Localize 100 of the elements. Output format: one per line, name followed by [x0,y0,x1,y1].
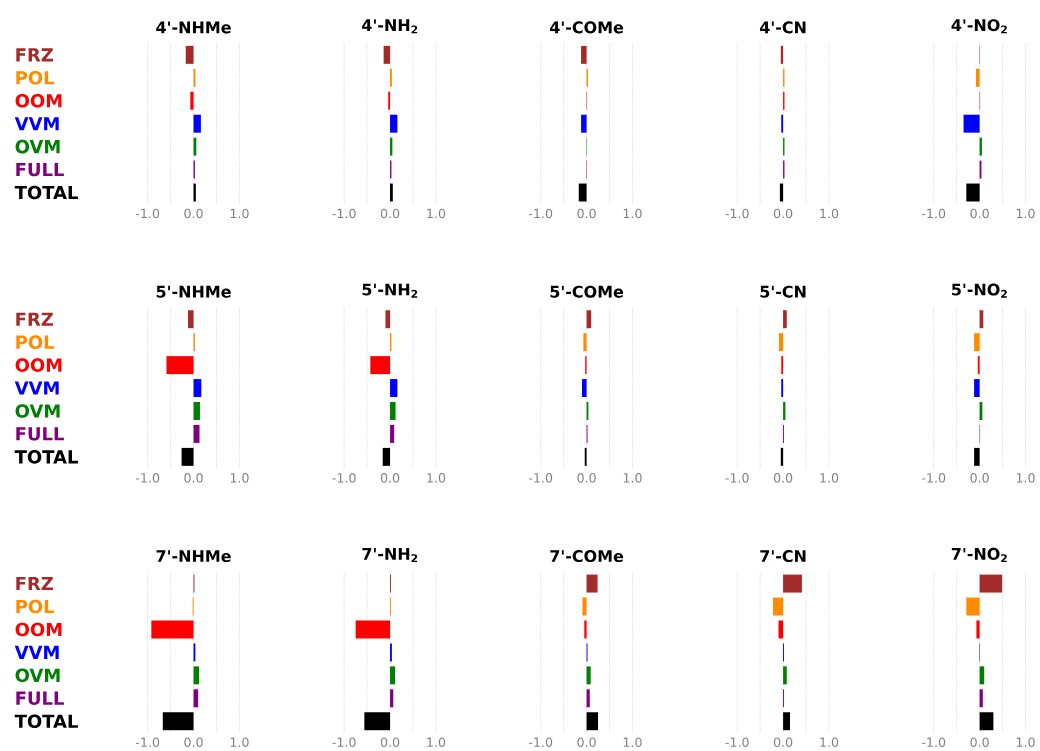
chart-title: 4'-NO$_{2}$ [951,18,1007,34]
y-tick-label: FRZ [16,48,53,62]
x-tick-label: 1.0 [1016,737,1035,747]
x-tick-label: 0.0 [773,472,793,483]
x-tick-label: 0.0 [184,737,203,747]
x-tick-label: 0.0 [970,737,989,747]
y-tick-label: FRZ [16,576,53,590]
chart-title: 7'-CN [760,549,806,562]
x-tick-label: 1.0 [1016,208,1035,219]
bar [193,424,200,443]
bar [979,689,983,708]
bar [370,355,391,374]
y-tick-label: FULL [16,691,64,705]
bar [586,689,590,708]
x-tick-label: -1.0 [528,737,553,747]
x-tick-label: 0.0 [380,472,400,483]
x-tick-label: 1.0 [230,472,249,483]
bar [390,183,393,202]
x-tick-label: -1.0 [922,208,946,219]
x-tick-label: 1.0 [623,208,642,219]
x-tick-label: -1.0 [332,208,356,219]
x-tick-label: 1.0 [1016,472,1035,483]
bar [390,424,395,443]
x-tick-label: -1.0 [135,208,160,219]
x-tick-label: -1.0 [332,737,356,747]
bar [586,712,599,731]
bar [193,378,202,397]
x-tick-label: 0.0 [970,208,989,219]
y-tick-label: OVM [15,404,60,418]
bar [181,447,194,466]
bar [185,45,194,64]
chart-title: 7'-NHMe [156,550,231,562]
chart-title: 5'-NHMe [156,285,231,298]
bar [976,620,980,639]
x-tick-label: -1.0 [922,737,946,747]
y-tick-label: FULL [16,427,64,441]
x-tick-label: 1.0 [427,208,446,219]
y-tick-label: OVM [15,668,60,682]
y-tick-label: TOTAL [14,185,78,200]
bar [783,574,802,593]
y-tick-label: FRZ [16,312,53,326]
y-tick-label: TOTAL [14,714,78,728]
bar [586,574,598,593]
x-tick-label: -1.0 [922,472,946,483]
y-tick-label: FULL [16,162,64,177]
bar [586,666,591,685]
chart-title: 7'-COMe [550,549,624,562]
bar [166,355,194,374]
bar [390,378,398,397]
bar [383,45,391,64]
y-tick-label: OOM [15,358,62,372]
x-tick-label: -1.0 [528,208,553,219]
x-tick-label: 1.0 [820,737,839,747]
bar [390,401,396,420]
y-tick-label: POL [16,599,55,614]
chart-title: 7'-NO$_{2}$ [951,547,1007,562]
chart-title: 4'-CN [759,21,806,34]
bar [193,401,200,420]
x-tick-label: 1.0 [820,472,839,483]
chart-title: 4'-COMe [549,21,624,34]
x-tick-label: 1.0 [230,737,249,747]
x-tick-label: 0.0 [184,472,203,483]
chart-title: 4'-NHMe [156,21,231,34]
chart-title: 5'-CN [760,285,806,298]
x-tick-label: -1.0 [528,472,553,483]
x-tick-label: 1.0 [230,208,249,219]
x-tick-label: -1.0 [135,737,160,747]
x-tick-label: 1.0 [427,737,446,747]
bar [190,91,194,110]
x-tick-label: 0.0 [773,737,793,747]
x-tick-label: 1.0 [427,472,446,483]
chart-title: 5'-NH$_{2}$ [362,283,418,298]
x-tick-label: -1.0 [725,472,749,483]
x-tick-label: 0.0 [577,208,596,219]
bar [783,666,787,685]
x-tick-label: -1.0 [135,472,160,483]
x-tick-label: 1.0 [623,472,642,483]
x-tick-label: -1.0 [725,208,749,219]
y-tick-label: VVM [14,645,59,659]
x-tick-label: 0.0 [577,737,596,747]
x-tick-label: -1.0 [725,737,749,747]
chart-title: 4'-NH$_{2}$ [362,19,418,34]
y-tick-label: VVM [14,381,59,395]
y-tick-label: OOM [15,622,62,637]
y-tick-label: TOTAL [14,449,78,464]
y-tick-label: OOM [15,93,62,108]
x-tick-label: 0.0 [380,737,400,747]
y-tick-label: OVM [15,139,60,154]
chart-title: 5'-COMe [550,285,624,298]
bar [966,597,980,616]
bar [979,574,1003,593]
y-tick-label: POL [16,335,55,349]
x-tick-label: 0.0 [184,208,203,219]
x-tick-label: 1.0 [623,737,642,747]
y-tick-label: VVM [14,116,59,131]
x-tick-label: -1.0 [332,472,356,483]
bar [582,597,587,616]
chart-title: 5'-NO$_{2}$ [952,283,1007,298]
bar [584,620,587,639]
bar [188,310,194,329]
